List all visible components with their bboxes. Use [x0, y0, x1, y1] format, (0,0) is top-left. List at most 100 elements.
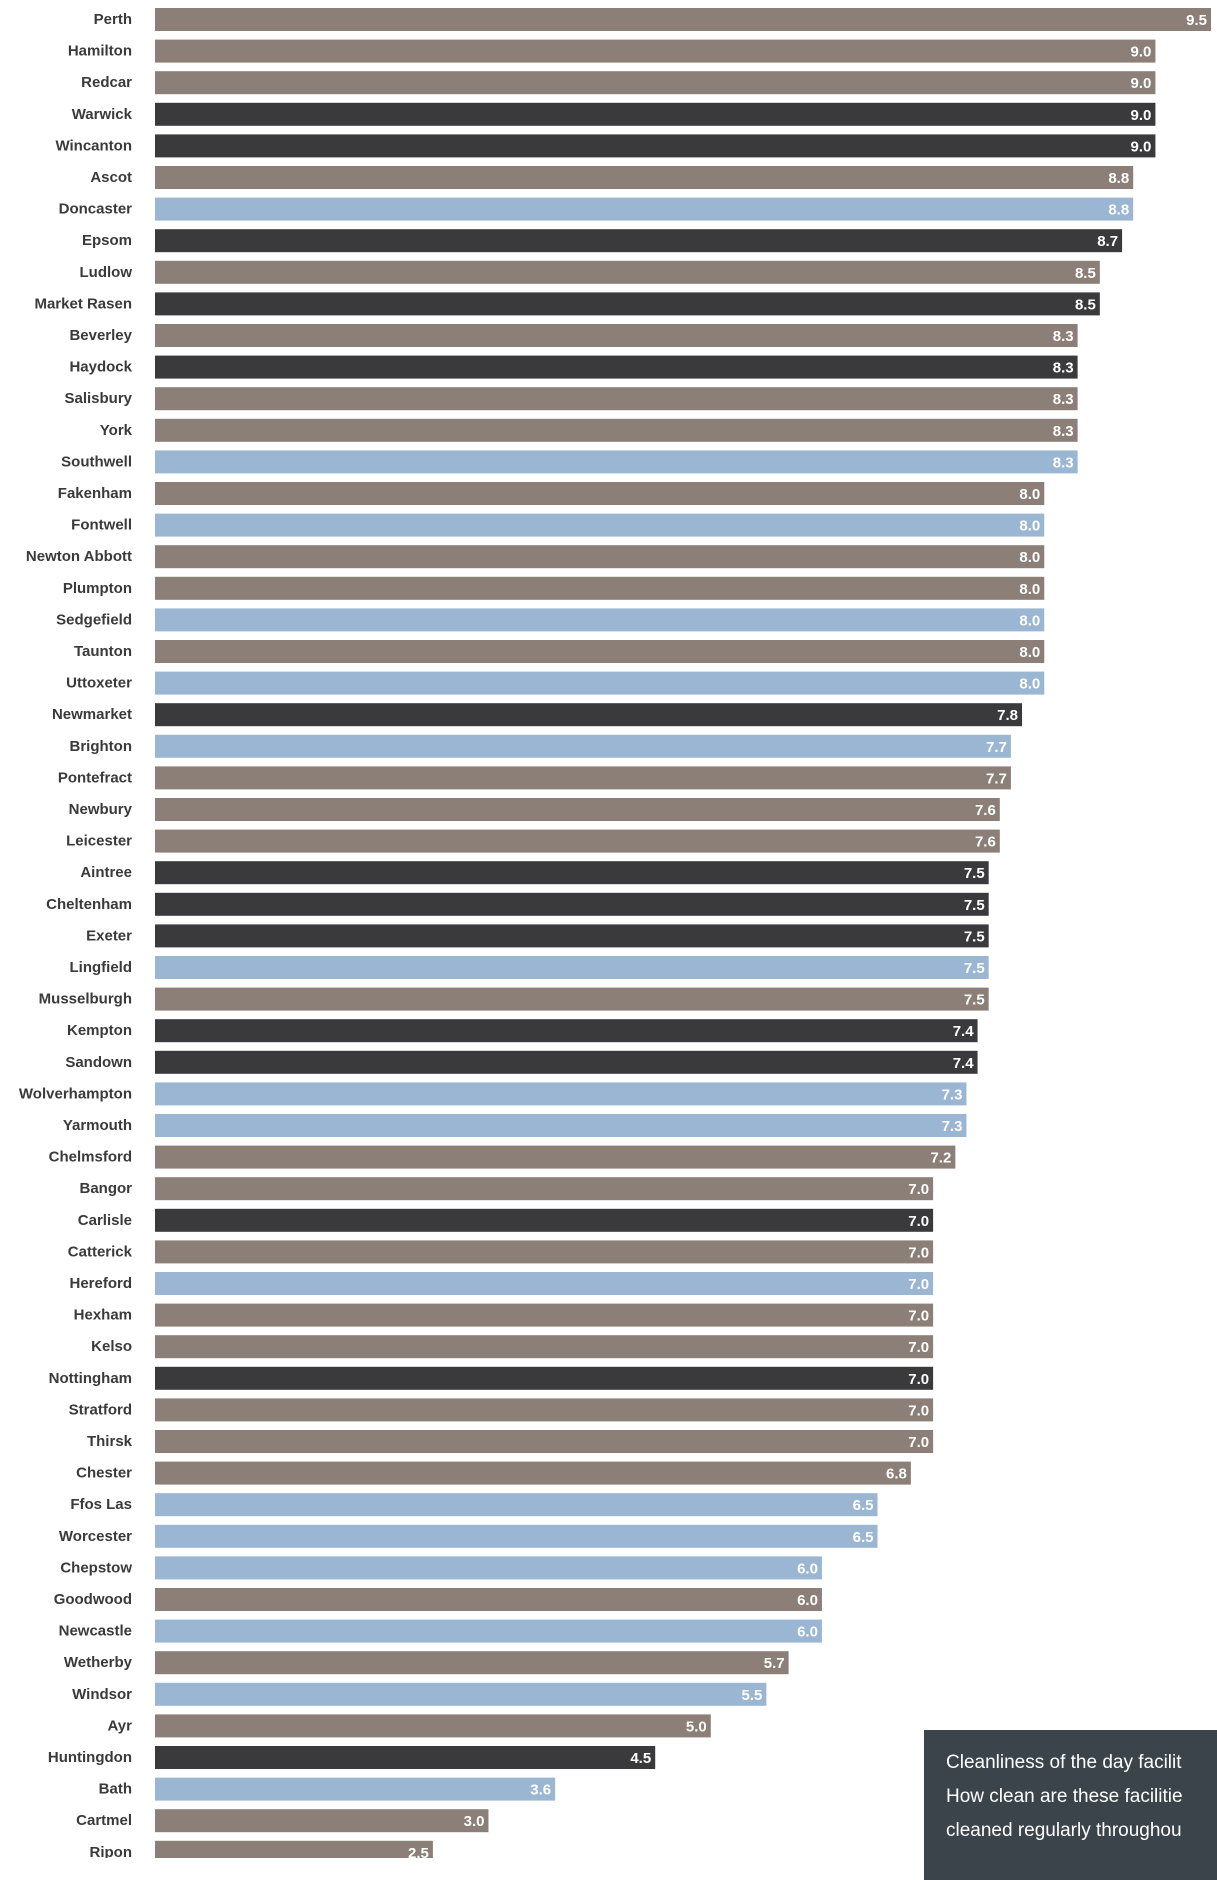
value-label: 7.0	[908, 1244, 929, 1261]
bar	[155, 355, 1078, 379]
category-label: Taunton	[74, 643, 132, 660]
value-label: 8.3	[1053, 328, 1074, 345]
bar	[155, 576, 1045, 600]
value-label: 7.5	[964, 928, 985, 945]
category-label: Wincanton	[55, 137, 132, 154]
bar	[155, 71, 1156, 95]
value-label: 7.7	[986, 770, 1007, 787]
value-label: 3.6	[530, 1782, 551, 1799]
value-label: 7.4	[953, 1055, 975, 1072]
value-label: 5.0	[686, 1718, 707, 1735]
bar	[155, 39, 1156, 63]
bar	[155, 734, 1011, 758]
value-label: 8.0	[1019, 676, 1040, 693]
bar	[155, 924, 989, 948]
bar	[155, 1746, 656, 1769]
bar	[155, 482, 1045, 505]
bar	[155, 798, 1000, 821]
category-label: Fakenham	[58, 485, 132, 502]
category-label: Newcastle	[59, 1623, 132, 1640]
value-label: 7.0	[908, 1339, 929, 1356]
bar	[155, 1556, 822, 1580]
category-label: Market Rasen	[34, 295, 132, 312]
bar	[155, 703, 1023, 727]
category-label: Nottingham	[49, 1370, 132, 1387]
value-label: 9.0	[1131, 107, 1152, 124]
category-label: Wolverhampton	[19, 1085, 132, 1102]
category-label: Redcar	[81, 74, 132, 91]
value-label: 7.0	[908, 1371, 929, 1388]
bar	[155, 513, 1045, 537]
bar	[155, 545, 1045, 569]
category-label: Bath	[99, 1781, 132, 1798]
category-label: Plumpton	[63, 580, 132, 597]
value-label: 7.3	[942, 1118, 963, 1135]
bar	[155, 1208, 934, 1232]
value-label: 2.5	[408, 1845, 429, 1858]
category-label: Sandown	[65, 1054, 132, 1071]
value-label: 6.5	[853, 1529, 874, 1546]
bar	[155, 987, 989, 1011]
category-label: Newton Abbott	[26, 548, 132, 565]
bar	[155, 8, 1211, 31]
value-label: 6.0	[797, 1560, 818, 1577]
value-label: 7.0	[908, 1213, 929, 1230]
category-label: Haydock	[69, 359, 132, 376]
category-label: Lingfield	[70, 959, 133, 976]
category-label: Warwick	[72, 106, 133, 123]
category-label: Yarmouth	[63, 1117, 132, 1134]
category-label: Thirsk	[87, 1433, 133, 1450]
info-box-line-3: cleaned regularly throughou	[946, 1820, 1182, 1841]
value-label: 4.5	[630, 1750, 651, 1767]
info-box-line-2: How clean are these facilitie	[946, 1786, 1183, 1807]
bar	[155, 166, 1134, 189]
bar	[155, 1651, 789, 1675]
category-label: Huntingdon	[48, 1749, 132, 1766]
value-label: 8.3	[1053, 360, 1074, 377]
category-label: Chepstow	[60, 1559, 132, 1576]
category-label: Ludlow	[80, 264, 133, 281]
bar	[155, 956, 989, 979]
bar	[155, 1082, 967, 1106]
bar	[155, 1461, 911, 1485]
category-label: Fontwell	[71, 517, 132, 534]
category-label: Ascot	[90, 169, 132, 186]
category-label: Hereford	[69, 1275, 132, 1292]
category-label: Aintree	[80, 864, 132, 881]
category-label: Musselburgh	[39, 991, 132, 1008]
value-label: 7.8	[997, 707, 1018, 724]
category-label: Newbury	[69, 801, 133, 818]
category-label: Doncaster	[59, 201, 133, 218]
category-label: Hexham	[74, 1307, 132, 1324]
value-label: 8.3	[1053, 454, 1074, 471]
value-label: 6.8	[886, 1466, 907, 1483]
bar	[155, 640, 1045, 663]
bar	[155, 1493, 878, 1517]
category-label: Kempton	[67, 1022, 132, 1039]
value-label: 8.3	[1053, 391, 1074, 408]
value-label: 7.5	[964, 992, 985, 1009]
value-label: 5.7	[764, 1655, 785, 1672]
category-label: Catterick	[68, 1243, 133, 1260]
category-label: Exeter	[86, 927, 132, 944]
bar	[155, 1809, 489, 1833]
category-label: Leicester	[66, 833, 132, 850]
value-label: 7.5	[964, 865, 985, 882]
bar	[155, 671, 1045, 695]
value-label: 9.0	[1131, 44, 1152, 61]
value-label: 7.0	[908, 1308, 929, 1325]
value-label: 7.5	[964, 960, 985, 977]
value-label: 7.0	[908, 1181, 929, 1198]
info-box-line-1: Cleanliness of the day facilit	[946, 1752, 1182, 1773]
value-label: 8.8	[1108, 202, 1129, 219]
value-label: 8.0	[1019, 581, 1040, 598]
value-label: 8.8	[1108, 170, 1129, 187]
bar	[155, 450, 1078, 474]
bar	[155, 418, 1078, 442]
category-label: Sedgefield	[56, 611, 132, 628]
bar	[155, 892, 989, 916]
category-label: Chelmsford	[49, 1149, 132, 1166]
value-label: 7.2	[930, 1150, 951, 1167]
value-label: 7.0	[908, 1276, 929, 1293]
category-label: Chester	[76, 1465, 132, 1482]
